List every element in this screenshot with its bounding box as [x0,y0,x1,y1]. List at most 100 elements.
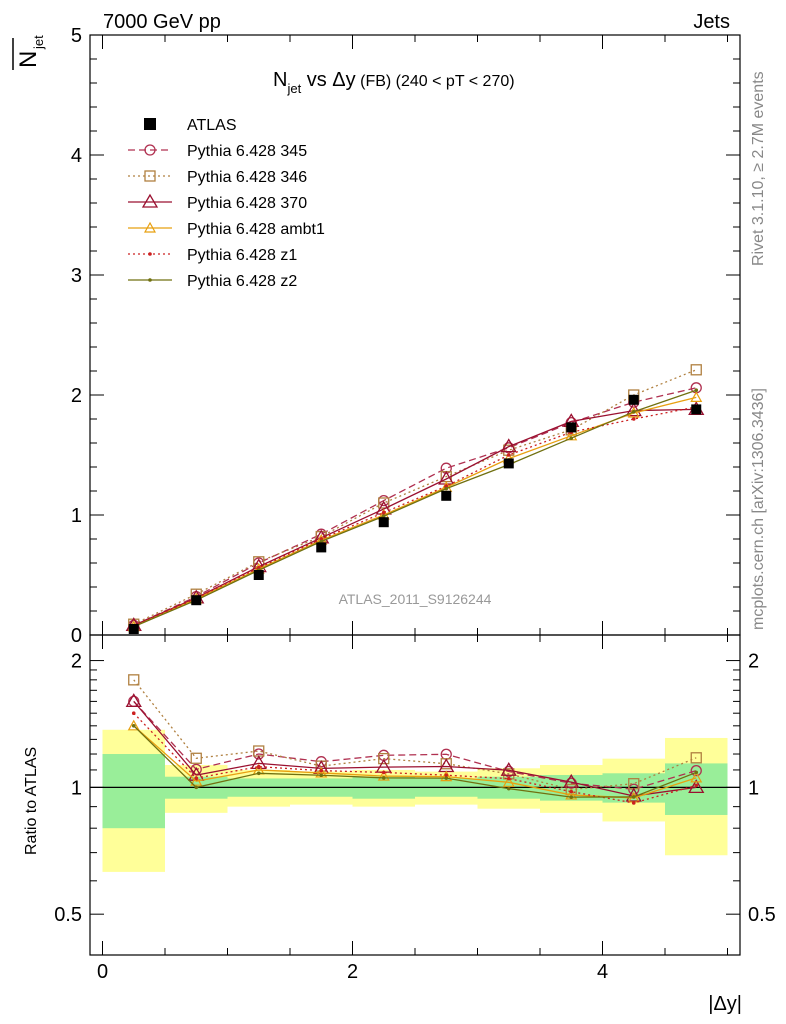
series-point [194,776,199,780]
series-point [319,773,324,778]
data-point [316,542,327,553]
series-line [133,369,697,625]
series-point [319,539,324,544]
series-point [631,801,636,805]
title-mid: vs Δy [301,69,355,91]
series-point [440,770,453,782]
ratio-y-label: Ratio to ATLAS [23,747,40,855]
rivet-label: Rivet 3.1.10, ≥ 2.7M events [750,71,767,266]
series-point [690,391,703,402]
y-tick-label: 5 [71,25,82,47]
y-tick-label: 2 [71,385,82,407]
ratio-band-green [102,754,165,829]
series-point [378,497,390,509]
x-axis-label: |Δy| [708,993,742,1015]
series-point [144,170,156,182]
series-point [631,417,636,421]
series-ratio-line [133,712,697,804]
series-point [143,221,157,233]
series-point [381,514,386,518]
series-point [444,776,449,780]
y-tick-label: 0 [71,625,82,647]
series-point [144,144,156,156]
ratio-tick-label-left: 0.5 [54,904,82,926]
series-point [569,789,574,794]
analysis-watermark: ATLAS_2011_S9126244 [339,591,492,607]
series-point [631,410,636,414]
series-point [378,752,390,765]
series-point [188,766,205,781]
axis-ticks: 0 2 4 0 1 2 3 4 5 0.5 0.5 1 1 2 2 [54,25,776,983]
data-point [191,595,202,606]
series-point [506,786,511,791]
y-tick-label: 4 [71,145,82,167]
ratio-tick-label-left: 2 [71,651,82,673]
series-ratio-line [133,679,697,791]
legend-marker [144,118,156,130]
y-label-main: N [15,51,42,68]
series-point [381,776,386,780]
series-point [500,761,517,776]
series-point [688,779,705,794]
data-point [378,517,389,528]
data-point [503,458,514,469]
series-layer [125,364,705,805]
y-label-sub: jet [31,35,46,50]
series-point [141,193,159,208]
series-point [131,724,136,728]
series-point [569,436,574,441]
legend-label: Pythia 6.428 ambt1 [187,221,325,238]
x-tick-label: 4 [597,961,608,983]
header-right: Jets [693,11,730,33]
legend-label: Pythia 6.428 z1 [187,247,297,264]
series-point [625,402,642,417]
ratio-tick-label-right: 2 [748,651,759,673]
series-point [690,764,702,777]
series-point [319,768,324,773]
legend-label: Pythia 6.428 346 [187,169,307,186]
ratio-tick-label-left: 1 [71,777,82,799]
title-main: N [273,69,287,91]
series-point [256,771,261,776]
series-point [500,438,517,453]
series-ratio-line [133,700,697,797]
series-point [694,770,699,775]
data-point [253,570,264,580]
data-point [628,394,639,405]
series-line [133,408,697,626]
series-point [381,770,386,775]
series-point [506,776,511,781]
series-ratio-line [133,725,697,798]
series-point [194,785,199,790]
header-left: 7000 GeV pp [103,11,221,33]
series-point [690,752,702,764]
series-point [444,773,449,777]
data-point [566,422,577,433]
series-point [148,252,152,256]
data-point [441,490,452,501]
series-point [148,278,152,282]
series-point [694,388,699,393]
legend-label: Pythia 6.428 z2 [187,273,297,290]
series-point [569,795,574,799]
series-point [127,719,140,731]
series-line [133,389,697,628]
y-tick-label: 3 [71,265,82,287]
series-point [381,510,386,515]
x-tick-label: 0 [97,961,108,983]
series-point [506,453,511,457]
y-tick-label: 1 [71,505,82,527]
main-y-label: N jet [12,35,46,70]
series-point [690,771,703,783]
ratio-tick-label-right: 1 [748,777,759,799]
legend: ATLAS Pythia 6.428 345 Pythia 6.428 346 Pyt… [128,117,325,290]
series-point [690,364,702,376]
x-tick-label: 2 [347,961,358,983]
mcplots-label: mcplots.cern.ch [arXiv:1306.3436] [750,388,767,630]
series-point [377,769,390,781]
series-point [190,774,203,786]
series-point [131,711,136,715]
title-tail: (240 < pT < 270) [391,73,514,90]
series-point [631,795,636,799]
